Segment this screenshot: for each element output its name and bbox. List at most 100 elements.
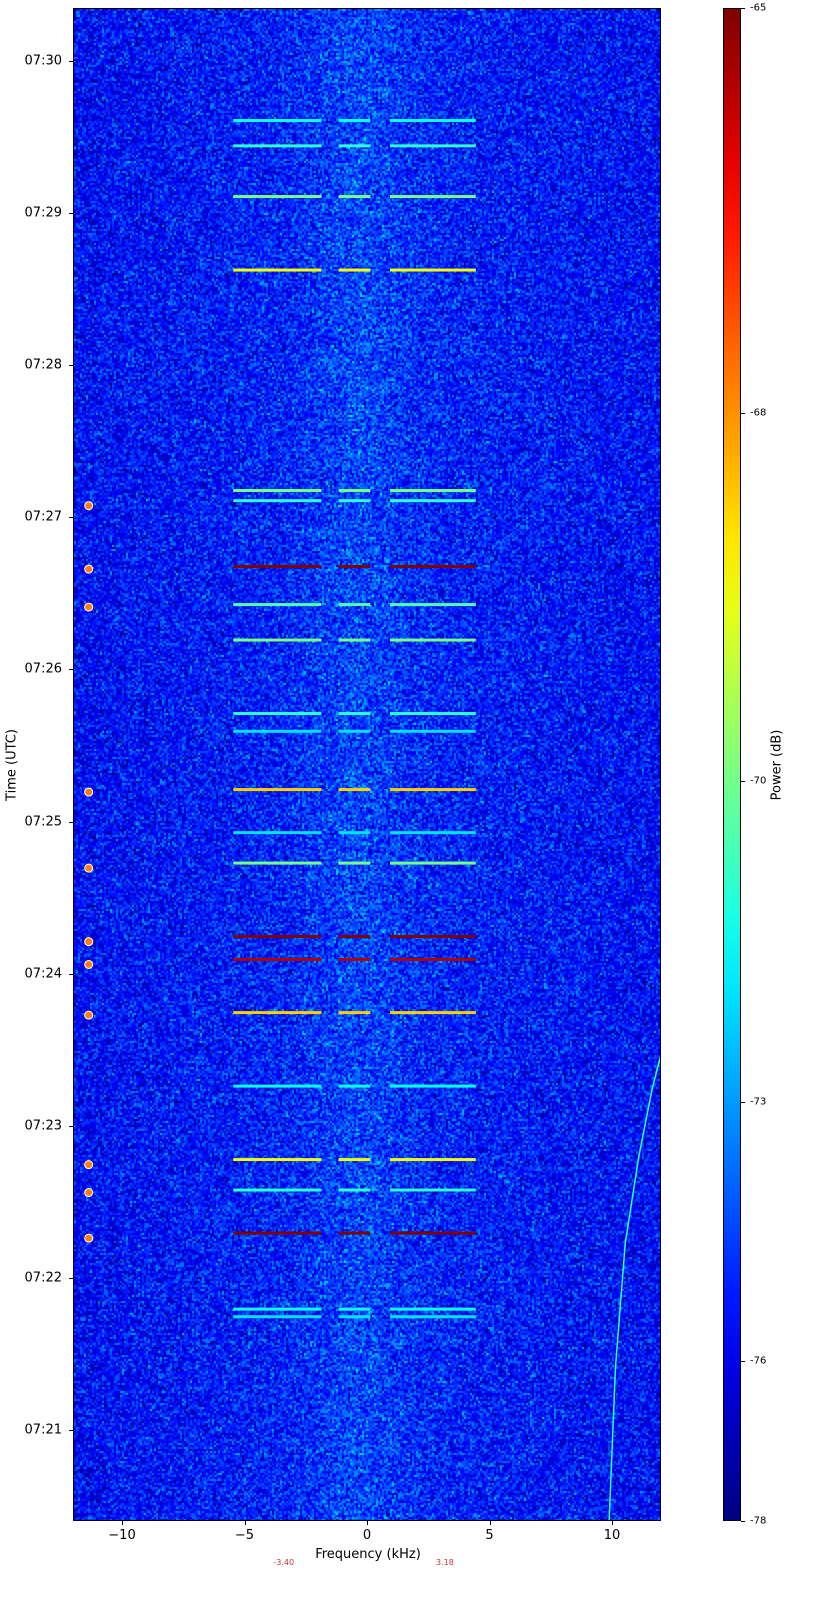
burst-segment — [233, 638, 322, 642]
burst-segment — [390, 831, 476, 835]
marker-dot — [84, 863, 94, 873]
burst-segment — [390, 1158, 476, 1162]
colorbar-tick-label: -73 — [750, 1096, 767, 1108]
colorbar-tick-label: -78 — [750, 1515, 767, 1527]
marker-dot — [84, 1010, 94, 1020]
burst-segment — [338, 195, 371, 199]
burst-segment — [233, 603, 322, 607]
burst-segment — [338, 712, 371, 716]
spectrogram-noise — [74, 9, 660, 1520]
x-tick-mark — [367, 1521, 368, 1525]
colorbar-tick-mark — [741, 413, 745, 415]
burst-segment — [338, 1011, 371, 1015]
burst-segment — [390, 861, 476, 865]
burst-segment — [338, 489, 371, 493]
colorbar-tick-label: -68 — [750, 407, 767, 419]
burst-segment — [390, 499, 476, 503]
x-tick-label: 0 — [362, 1528, 372, 1543]
drift-line — [608, 1055, 660, 1520]
burst-segment — [338, 1084, 371, 1088]
burst-segment — [390, 144, 476, 148]
burst-segment — [233, 1188, 322, 1192]
burst-segment — [390, 119, 476, 123]
burst-segment — [233, 712, 322, 716]
colorbar — [723, 8, 741, 1521]
colorbar-tick-label: -70 — [750, 775, 767, 787]
burst-segment — [338, 119, 371, 123]
burst-segment — [338, 788, 371, 792]
burst-segment — [338, 861, 371, 865]
x-tick-label: −5 — [234, 1528, 255, 1543]
burst-segment — [233, 268, 322, 272]
burst-segment — [233, 195, 322, 199]
frequency-annotation: -3.40 — [273, 1558, 295, 1567]
burst-segment — [390, 1315, 476, 1319]
burst-segment — [338, 603, 371, 607]
burst-segment — [233, 788, 322, 792]
marker-dot — [84, 602, 94, 612]
y-tick-mark — [69, 1125, 73, 1127]
burst-segment — [390, 1231, 476, 1235]
y-tick-label: 07:25 — [24, 814, 62, 830]
burst-segment — [338, 144, 371, 148]
burst-segment — [390, 788, 476, 792]
marker-dot — [84, 1233, 94, 1243]
colorbar-tick-mark — [741, 1521, 745, 1522]
colorbar-tick-mark — [741, 781, 745, 783]
burst-segment — [390, 1084, 476, 1088]
burst-segment — [233, 957, 322, 961]
colorbar-tick-mark — [741, 1101, 745, 1103]
burst-segment — [233, 119, 322, 123]
y-tick-mark — [69, 517, 73, 519]
burst-segment — [338, 565, 371, 569]
x-tick-label: 5 — [485, 1528, 494, 1543]
burst-segment — [338, 638, 371, 642]
burst-segment — [390, 957, 476, 961]
y-axis-label: Time (UTC) — [4, 729, 20, 801]
y-tick-label: 07:29 — [24, 205, 62, 221]
burst-segment — [233, 1231, 322, 1235]
burst-segment — [338, 1188, 371, 1192]
marker-dot — [84, 564, 94, 574]
y-tick-mark — [69, 1429, 73, 1431]
y-tick-mark — [69, 973, 73, 975]
colorbar-label: Power (dB) — [769, 729, 785, 801]
burst-segment — [338, 1307, 371, 1311]
y-tick-label: 07:30 — [24, 53, 62, 69]
y-tick-label: 07:28 — [24, 357, 62, 373]
burst-segment — [233, 489, 322, 493]
y-tick-mark — [69, 365, 73, 367]
burst-segment — [338, 831, 371, 835]
burst-segment — [233, 935, 322, 939]
burst-segment — [338, 935, 371, 939]
burst-segment — [233, 1307, 322, 1311]
burst-segment — [390, 1011, 476, 1015]
burst-segment — [233, 499, 322, 503]
burst-segment — [390, 268, 476, 272]
y-tick-label: 07:21 — [24, 1422, 62, 1438]
spectrogram-plot — [73, 8, 661, 1521]
burst-segment — [390, 489, 476, 493]
burst-segment — [338, 729, 371, 733]
y-tick-mark — [69, 1277, 73, 1279]
burst-segment — [233, 861, 322, 865]
marker-dot — [84, 1160, 94, 1170]
burst-segment — [233, 1011, 322, 1015]
x-axis-label: Frequency (kHz) — [315, 1547, 421, 1562]
burst-segment — [233, 729, 322, 733]
y-tick-mark — [69, 669, 73, 671]
burst-segment — [233, 565, 322, 569]
burst-segment — [233, 1315, 322, 1319]
x-tick-label: 10 — [603, 1528, 621, 1543]
x-tick-mark — [612, 1521, 613, 1525]
colorbar-tick-mark — [741, 8, 745, 9]
burst-segment — [390, 195, 476, 199]
burst-segment — [338, 1231, 371, 1235]
burst-segment — [233, 1084, 322, 1088]
y-tick-label: 07:22 — [24, 1270, 62, 1286]
burst-segment — [390, 603, 476, 607]
burst-segment — [390, 565, 476, 569]
colorbar-tick-label: -76 — [750, 1355, 767, 1367]
burst-segment — [390, 729, 476, 733]
burst-segment — [338, 268, 371, 272]
